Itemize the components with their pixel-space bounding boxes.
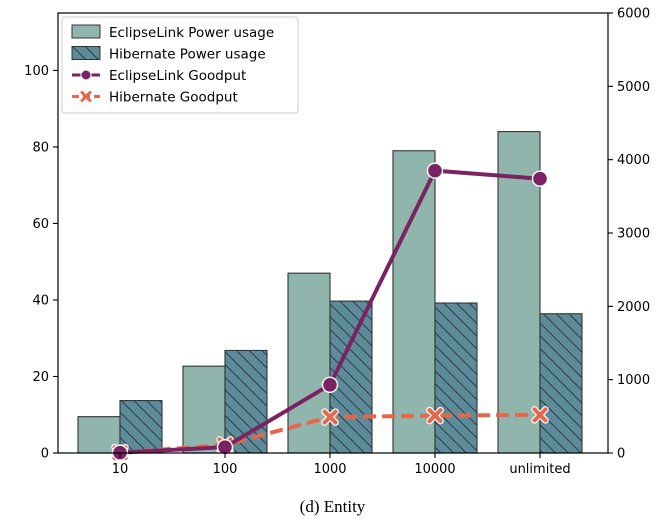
point-eclipselink-goodput-4 <box>531 170 549 187</box>
right-tick-label-1: 1000 <box>617 373 650 388</box>
legend-box <box>61 16 299 114</box>
left-tick-label-3: 60 <box>32 217 49 232</box>
bar-hibernate-power-3 <box>434 302 478 454</box>
x-tick-label-2: 1000 <box>313 462 346 477</box>
legend-label-hibernate-power-usage: Hibernate Power usage <box>109 47 266 63</box>
bar-eclipselink-power-0 <box>77 416 121 454</box>
legend-label-eclipselink-goodput: EclipseLink Goodput <box>109 68 246 84</box>
bar-hibernate-power-2 <box>329 300 373 454</box>
point-hibernate-goodput-2 <box>321 408 339 426</box>
legend-marker-hibernate-goodput <box>80 91 92 102</box>
x-tick-label-3: 10000 <box>414 462 455 477</box>
left-tick-label-0: 0 <box>41 447 49 462</box>
legend-swatch-eclipselink-power-usage <box>71 24 101 39</box>
left-tick-label-4: 80 <box>32 140 49 155</box>
point-eclipselink-goodput-2 <box>321 376 339 393</box>
right-tick-label-6: 6000 <box>617 7 650 22</box>
left-tick-label-5: 100 <box>24 64 49 79</box>
x-tick-label-4: unlimited <box>509 462 570 477</box>
legend-marker-eclipselink-goodput <box>80 69 92 81</box>
point-eclipselink-goodput-3 <box>426 162 444 179</box>
right-tick-label-3: 3000 <box>617 227 650 242</box>
point-hibernate-goodput-4 <box>531 406 549 424</box>
lines-layer <box>111 162 549 462</box>
left-tick-label-1: 20 <box>32 370 49 385</box>
point-hibernate-goodput-3 <box>426 406 444 425</box>
right-tick-label-0: 0 <box>617 447 625 462</box>
point-eclipselink-goodput-1 <box>216 438 234 456</box>
bar-eclipselink-power-3 <box>392 150 436 454</box>
right-tick-label-4: 4000 <box>617 153 650 168</box>
left-tick-label-2: 40 <box>32 293 49 308</box>
legend-label-eclipselink-power-usage: EclipseLink Power usage <box>109 25 274 41</box>
legend-swatch-hibernate-power-usage <box>71 46 101 60</box>
figure-caption: (d) Entity <box>299 497 366 516</box>
bars-layer <box>77 131 583 454</box>
legend-label-hibernate-goodput: Hibernate Goodput <box>109 90 238 106</box>
legend: EclipseLink Power usage Hibernate Power u… <box>61 16 299 114</box>
right-tick-label-2: 2000 <box>617 300 650 315</box>
right-tick-label-5: 5000 <box>617 80 650 95</box>
bar-hibernate-power-4 <box>539 313 583 454</box>
x-tick-label-1: 100 <box>213 462 238 477</box>
x-tick-label-0: 10 <box>112 462 129 477</box>
